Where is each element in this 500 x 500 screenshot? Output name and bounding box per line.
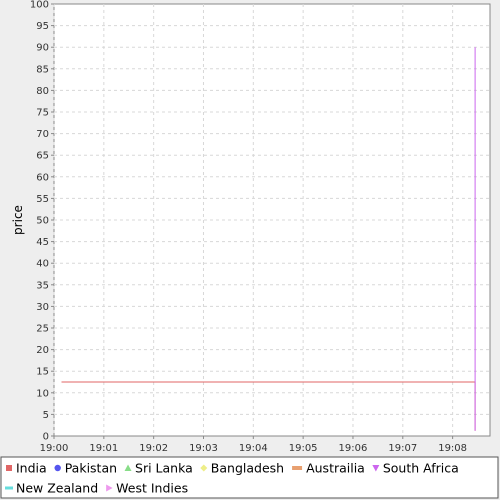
legend-label: Austrailia	[306, 461, 365, 476]
y-tick-label: 5	[43, 410, 49, 421]
legend-item-west-indies: West Indies	[106, 481, 188, 496]
legend-marker-icon	[200, 464, 208, 472]
x-tick-label: 19:07	[388, 443, 417, 454]
y-tick-label: 60	[36, 172, 49, 183]
x-tick-label: 19:08	[438, 443, 467, 454]
x-tick-label: 19:04	[239, 443, 268, 454]
y-tick-label: 55	[36, 194, 49, 205]
y-tick-label: 70	[36, 129, 49, 140]
x-tick-label: 19:02	[139, 443, 168, 454]
y-tick-label: 0	[43, 432, 49, 443]
x-tick-label: 19:06	[339, 443, 368, 454]
y-tick-label: 15	[36, 367, 49, 378]
y-tick-label: 45	[36, 237, 49, 248]
legend-marker-icon	[124, 464, 132, 471]
series-layer	[61, 47, 476, 431]
x-tick-label: 19:01	[89, 443, 118, 454]
y-tick-label: 100	[30, 0, 49, 11]
legend-item-south-africa: South Africa	[372, 461, 459, 476]
legend-label: Pakistan	[65, 461, 117, 476]
y-tick-label: 25	[36, 324, 49, 335]
legend-item-pakistan: Pakistan	[54, 461, 117, 476]
legend-item-bangladesh: Bangladesh	[200, 461, 284, 476]
y-tick-label: 40	[36, 259, 49, 270]
legend-label: New Zealand	[16, 481, 98, 496]
y-tick-label: 10	[36, 388, 49, 399]
legend-marker-icon	[54, 464, 61, 472]
legend	[0, 456, 499, 499]
y-tick-label: 65	[36, 151, 49, 162]
legend-marker-icon	[372, 465, 380, 472]
legend-item-new-zealand: New Zealand	[5, 481, 98, 496]
y-tick-label: 75	[36, 108, 49, 119]
legend-marker-icon	[6, 465, 12, 471]
y-tick-label: 85	[36, 64, 49, 75]
legend-label: Sri Lanka	[135, 461, 193, 476]
y-tick-label: 90	[36, 43, 49, 54]
legend-marker-icon	[5, 486, 13, 490]
y-axis-title: price	[11, 205, 25, 235]
y-tick-label: 50	[36, 216, 49, 227]
legend-label: West Indies	[116, 481, 188, 496]
x-tick-label: 19:00	[40, 443, 69, 454]
x-axis: 19:00 19:01 19:02 19:03 19:04 19:05 19:06 19:07…	[40, 436, 467, 454]
legend-item-sri-lanka: Sri Lanka	[124, 461, 193, 476]
grid	[53, 4, 490, 436]
y-axis: 0 5 10 15 20 25 30 35 40 45 50 55 60 65 70 75 80 85 90 95 10…	[30, 0, 54, 443]
legend-item-india: India	[6, 461, 47, 476]
y-tick-label: 35	[36, 280, 49, 291]
legend-label: Bangladesh	[211, 461, 284, 476]
y-tick-label: 95	[36, 21, 49, 32]
legend-label: South Africa	[383, 461, 459, 476]
y-tick-label: 20	[36, 345, 49, 356]
legend-marker-icon	[106, 484, 113, 492]
legend-marker-icon	[292, 466, 303, 470]
legend-items: India Pakistan Sri Lanka Bangladesh Austrail…	[5, 461, 459, 496]
x-tick-label: 19:05	[289, 443, 318, 454]
legend-label: India	[16, 461, 47, 476]
x-tick-label: 19:03	[189, 443, 218, 454]
y-tick-label: 30	[36, 302, 49, 313]
y-tick-label: 80	[36, 86, 49, 97]
legend-item-austrailia: Austrailia	[292, 461, 365, 476]
